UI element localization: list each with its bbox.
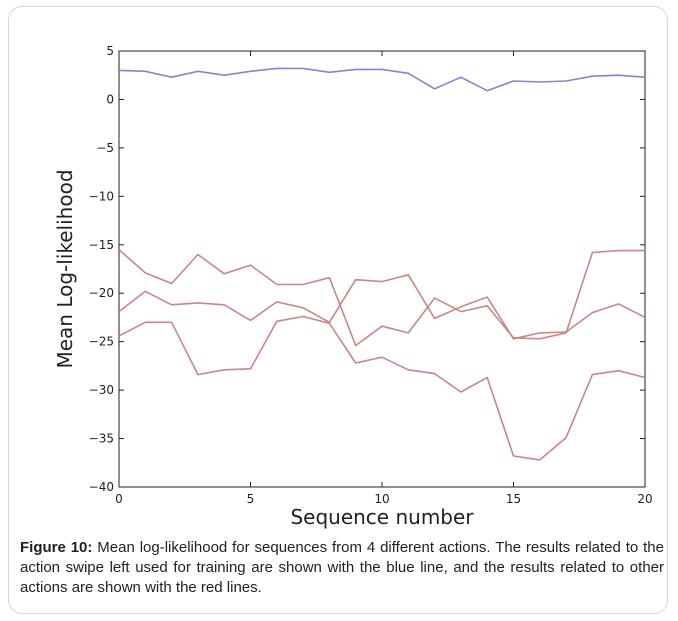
red-series-line-2 — [118, 273, 646, 340]
y-axis-ticks: 5 0 −5 −10 −15 −20 −25 −30 −35 −40 — [89, 44, 645, 494]
y-tick-label: −35 — [89, 432, 114, 446]
line-chart: 0 5 10 15 20 5 0 −5 −10 −15 −20 −25 −30 −35 −40 Seque… — [53, 44, 653, 529]
x-axis-label: Sequence number — [290, 505, 474, 529]
x-tick-label: 0 — [115, 492, 123, 506]
y-tick-label: −25 — [89, 335, 114, 349]
x-tick-label: 10 — [374, 492, 389, 506]
figure-card — [8, 6, 668, 614]
y-tick-label: −10 — [89, 189, 114, 203]
plot-area — [118, 50, 646, 488]
y-tick-label: −40 — [89, 480, 114, 494]
x-axis-ticks: 0 5 10 15 20 — [115, 51, 653, 506]
red-series-line-3 — [118, 315, 646, 461]
caption-label: Figure 10: — [20, 539, 93, 556]
y-tick-label: −20 — [89, 286, 114, 300]
y-axis-label: Mean Log-likelihood — [53, 169, 77, 368]
y-tick-label: 5 — [106, 44, 114, 58]
y-tick-label: −30 — [89, 383, 114, 397]
red-series-line-1 — [118, 249, 645, 347]
y-tick-label: −5 — [96, 141, 114, 155]
series-layer — [118, 67, 646, 461]
y-tick-label: 0 — [106, 92, 114, 106]
y-tick-label: −15 — [89, 238, 114, 252]
figure-caption: Figure 10: Mean log-likelihood for seque… — [20, 538, 664, 598]
caption-text: Mean log-likelihood for sequences from 4… — [20, 539, 664, 596]
x-tick-label: 20 — [637, 492, 652, 506]
x-tick-label: 15 — [506, 492, 521, 506]
x-tick-label: 5 — [247, 492, 255, 506]
blue-series-line — [118, 67, 646, 92]
